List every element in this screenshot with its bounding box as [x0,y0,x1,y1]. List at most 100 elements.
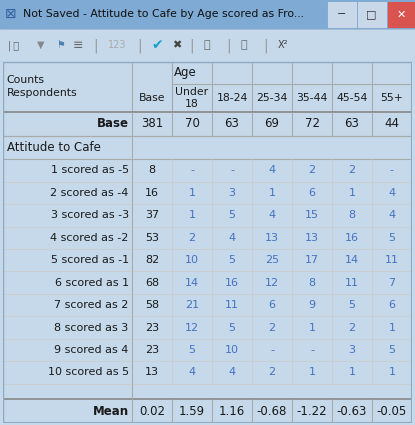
Text: 44: 44 [384,117,399,130]
Text: 8 scored as 3: 8 scored as 3 [54,323,129,332]
Text: 4: 4 [188,367,195,377]
Text: -0.63: -0.63 [337,405,367,418]
Text: 3: 3 [349,345,356,355]
Text: -: - [190,165,194,176]
Text: 5: 5 [229,323,235,332]
Text: 6: 6 [388,300,395,310]
Text: −: − [337,9,347,20]
Text: 10: 10 [225,345,239,355]
Text: 5: 5 [188,345,195,355]
Text: 14: 14 [185,278,199,288]
Text: 1: 1 [308,367,315,377]
Text: 16: 16 [145,188,159,198]
Text: 8: 8 [308,278,315,288]
Text: 2: 2 [269,323,276,332]
Text: 1.16: 1.16 [219,405,245,418]
Text: 6 scored as 1: 6 scored as 1 [54,278,129,288]
Text: 4: 4 [269,210,276,220]
Text: 63: 63 [225,117,239,130]
Text: 11: 11 [385,255,399,265]
Text: 1: 1 [188,210,195,220]
Text: 4: 4 [388,188,395,198]
Text: 68: 68 [145,278,159,288]
Text: X²: X² [278,40,288,50]
Text: |: | [226,38,231,53]
Text: | ⬛: | ⬛ [8,40,20,51]
Text: 11: 11 [345,278,359,288]
Text: 1.59: 1.59 [179,405,205,418]
Text: Base: Base [139,93,165,103]
Text: Base: Base [97,117,129,130]
Text: 55+: 55+ [381,93,403,103]
Text: 1: 1 [388,323,395,332]
Text: Not Saved - Attitude to Cafe by Age scored as Fro...: Not Saved - Attitude to Cafe by Age scor… [23,9,304,20]
Text: 15: 15 [305,210,319,220]
Text: ⚑: ⚑ [56,40,65,50]
Text: 4 scored as -2: 4 scored as -2 [50,233,129,243]
Text: ✔: ✔ [151,38,163,52]
Text: 4: 4 [228,233,236,243]
Text: 13: 13 [265,233,279,243]
Text: ▼: ▼ [37,40,45,50]
Text: 23: 23 [145,323,159,332]
Text: 12: 12 [185,323,199,332]
Text: -1.22: -1.22 [297,405,327,418]
Text: ⎘: ⎘ [203,40,210,50]
Text: 2: 2 [188,233,195,243]
Text: ⎙: ⎙ [241,40,247,50]
Text: 37: 37 [145,210,159,220]
Text: 23: 23 [145,345,159,355]
Text: 381: 381 [141,117,163,130]
Text: ⊠: ⊠ [5,8,17,21]
Text: ✕: ✕ [397,9,406,20]
Text: 13: 13 [305,233,319,243]
Text: 69: 69 [264,117,280,130]
Text: 3 scored as -3: 3 scored as -3 [51,210,129,220]
Text: -0.05: -0.05 [377,405,407,418]
Text: 5: 5 [388,233,395,243]
Text: □: □ [366,9,377,20]
Text: 4: 4 [269,165,276,176]
Text: -: - [270,345,274,355]
Text: |: | [189,38,193,53]
Text: 35-44: 35-44 [296,93,328,103]
Bar [388,2,415,27]
Text: -0.68: -0.68 [257,405,287,418]
Bar [358,2,386,27]
Text: 1: 1 [349,367,356,377]
Text: 11: 11 [225,300,239,310]
Text: Counts
Respondents: Counts Respondents [7,75,77,99]
Text: 2: 2 [349,323,356,332]
Text: 2 scored as -4: 2 scored as -4 [50,188,129,198]
Text: 1 scored as -5: 1 scored as -5 [51,165,129,176]
Text: 9 scored as 4: 9 scored as 4 [54,345,129,355]
Text: 16: 16 [225,278,239,288]
Text: 7 scored as 2: 7 scored as 2 [54,300,129,310]
Text: 72: 72 [305,117,320,130]
Text: Under
18: Under 18 [176,87,209,109]
Text: Mean: Mean [93,405,129,418]
Text: 63: 63 [344,117,359,130]
Text: ≡: ≡ [73,39,83,52]
Text: 2: 2 [308,165,315,176]
Text: 4: 4 [228,367,236,377]
Text: -: - [230,165,234,176]
Text: |: | [264,38,268,53]
Text: 17: 17 [305,255,319,265]
Text: 5: 5 [349,300,356,310]
Text: -: - [310,345,314,355]
Text: |: | [93,38,98,53]
Text: Age: Age [174,66,197,79]
Text: 5: 5 [229,210,235,220]
Text: 2: 2 [269,367,276,377]
Text: 1: 1 [349,188,356,198]
Text: ✖: ✖ [172,40,182,50]
Text: 1: 1 [308,323,315,332]
Text: 45-54: 45-54 [337,93,368,103]
Text: 10: 10 [185,255,199,265]
Text: 18-24: 18-24 [216,93,248,103]
Text: 123: 123 [108,40,127,50]
Text: 4: 4 [388,210,395,220]
Text: Attitude to Cafe: Attitude to Cafe [7,141,100,154]
Text: 10 scored as 5: 10 scored as 5 [48,367,129,377]
